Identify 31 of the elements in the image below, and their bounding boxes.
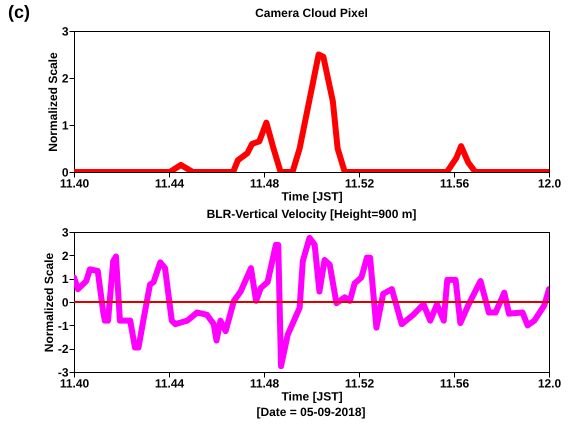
x-tick-label: 11.40	[60, 176, 90, 190]
x-tick-label: 11.56	[440, 376, 470, 390]
y-tick-label: 2	[62, 248, 69, 263]
x-axis-title: Time [JST]	[281, 390, 343, 404]
y-tick-label: 0	[62, 166, 69, 180]
y-tick-label: 1	[62, 118, 69, 132]
y-axis-title: Normalized Scale	[42, 252, 56, 352]
x-tick-label: 11.48	[250, 376, 280, 390]
y-axis-title: Normalized Scale	[46, 52, 60, 152]
x-tick-label: 11.52	[344, 376, 375, 390]
x-tick-label: 11.40	[60, 376, 90, 390]
text: [Date = 05-09-2018]	[256, 405, 366, 419]
y-tick-label: 3	[62, 24, 69, 38]
y-tick-label: 2	[62, 72, 69, 86]
x-tick-label: 11.56	[440, 176, 470, 190]
y-tick-label: 0	[62, 296, 69, 310]
x-tick-label: 11.48	[250, 176, 280, 190]
chart-title: BLR-Vertical Velocity [Height=900 m]	[206, 207, 416, 221]
y-tick-label: -1	[58, 318, 69, 333]
x-tick-label: 11.52	[344, 176, 375, 190]
y-tick-label: -2	[58, 342, 69, 356]
y-tick-label: 3	[62, 226, 69, 240]
x-tick-label: 11.44	[154, 376, 185, 390]
x-axis-title: Time [JST]	[281, 190, 343, 204]
text: (c)	[8, 2, 30, 23]
x-tick-label: 12.0	[538, 376, 562, 390]
y-tick-label: -3	[58, 366, 69, 380]
chart-title: Camera Cloud Pixel	[255, 6, 368, 20]
x-tick-label: 12.0	[538, 176, 562, 190]
x-tick-label: 11.44	[154, 176, 185, 190]
y-tick-label: 1	[62, 272, 69, 286]
